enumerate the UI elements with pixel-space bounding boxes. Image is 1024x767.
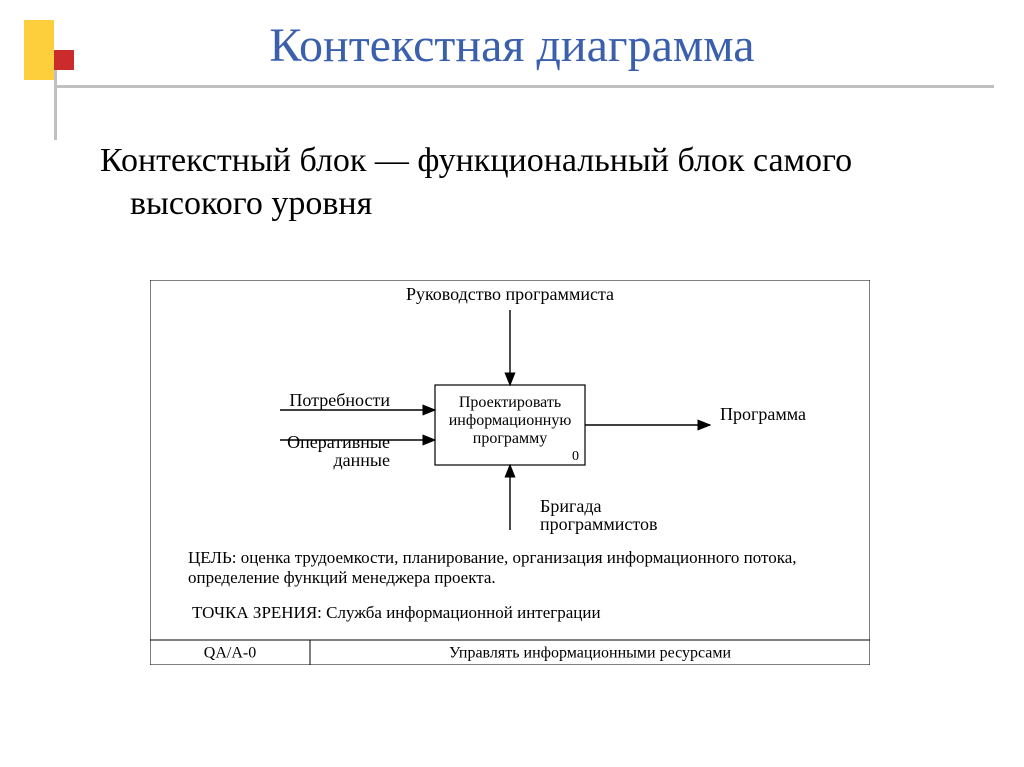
vertical-rule: [54, 70, 57, 140]
diagram-footer: QA/A-0 Управлять информационными ресурса…: [150, 640, 870, 665]
footer-code: QA/A-0: [204, 645, 256, 662]
svg-text:0: 0: [572, 449, 579, 464]
horizontal-rule: [54, 85, 994, 88]
arrow-label-input-1: Потребности: [289, 390, 390, 410]
center-block: Проектироватьинформационнуюпрограмму 0: [435, 385, 585, 465]
arrow-label-top-control: Руководство программиста: [406, 284, 614, 304]
note-viewpoint: ТОЧКА ЗРЕНИЯ: Служба информационной инте…: [192, 603, 601, 622]
footer-title: Управлять информационными ресурсами: [449, 645, 732, 662]
note-goal: ЦЕЛЬ: оценка трудоемкости, планирование,…: [188, 548, 797, 587]
context-diagram: Проектироватьинформационнуюпрограмму 0 Р…: [150, 280, 870, 665]
arrow-label-input-2: Оперативныеданные: [287, 432, 390, 470]
arrow-label-mechanism: Бригадапрограммистов: [540, 496, 658, 534]
slide-title: Контекстная диаграмма: [0, 18, 1024, 73]
slide-subtitle: Контекстный блок — функциональный блок с…: [80, 140, 964, 225]
arrow-label-output: Программа: [720, 404, 806, 424]
